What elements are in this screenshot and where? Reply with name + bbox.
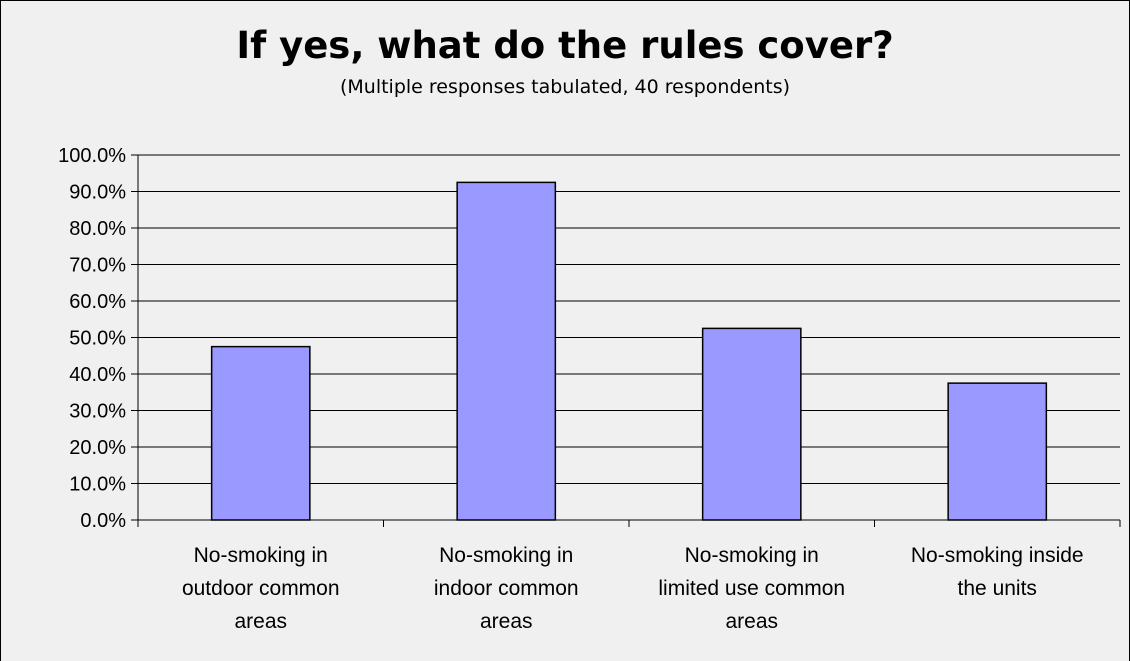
- bar: [701, 327, 802, 521]
- y-tick-label: 30.0%: [69, 401, 126, 423]
- axes: [131, 154, 1121, 527]
- category-labels: No-smoking in outdoor common areasNo-smoki…: [182, 544, 1084, 633]
- category-label: No-smoking in outdoor common areas: [182, 544, 340, 633]
- category-label-line: limited use common: [658, 577, 845, 600]
- category-label-line: the units: [958, 577, 1037, 600]
- category-label-line: No-smoking in: [439, 544, 573, 567]
- category-label-line: indoor common: [434, 577, 579, 600]
- y-tick-label: 0.0%: [80, 510, 126, 532]
- y-tick-label: 40.0%: [69, 364, 126, 386]
- bar: [947, 382, 1048, 521]
- y-tick-label: 70.0%: [69, 255, 126, 277]
- bar: [456, 181, 557, 521]
- y-tick-label: 50.0%: [69, 328, 126, 350]
- category-label-line: No-smoking in: [194, 544, 328, 567]
- y-tick-label: 80.0%: [69, 218, 126, 240]
- y-tick-label: 100.0%: [58, 145, 126, 167]
- y-tick-label: 10.0%: [69, 474, 126, 496]
- category-label-line: areas: [480, 610, 533, 633]
- bars: [210, 181, 1048, 521]
- chart-subtitle: (Multiple responses tabulated, 40 respon…: [340, 76, 790, 98]
- category-label-line: areas: [725, 610, 778, 633]
- category-label-line: outdoor common: [182, 577, 340, 600]
- category-label-line: No-smoking in: [685, 544, 819, 567]
- y-tick-label: 60.0%: [69, 291, 126, 313]
- y-tick-labels: 0.0% 10.0% 20.0% 30.0% 40.0% 50.0% 60.0% 70.0% 8…: [58, 145, 126, 532]
- category-label: No-smoking in limited use common areas: [658, 544, 845, 633]
- category-label-line: No-smoking inside: [911, 544, 1084, 567]
- category-label: No-smoking inside the units: [911, 544, 1084, 600]
- chart-title: If yes, what do the rules cover?: [236, 24, 893, 67]
- bar: [210, 345, 311, 521]
- y-tick-label: 90.0%: [69, 182, 126, 204]
- y-tick-label: 20.0%: [69, 437, 126, 459]
- category-label: No-smoking in indoor common areas: [434, 544, 579, 633]
- category-label-line: areas: [234, 610, 287, 633]
